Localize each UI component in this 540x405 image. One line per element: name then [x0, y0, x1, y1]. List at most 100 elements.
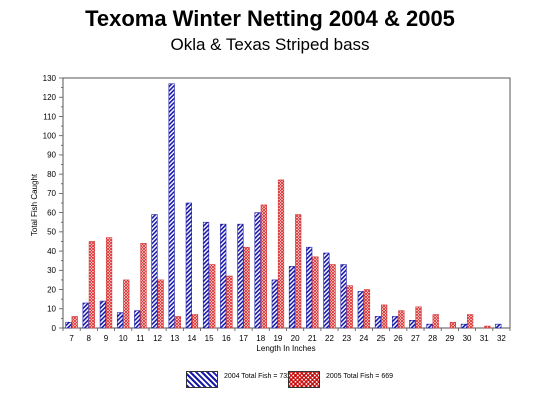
bar-2005-20 [295, 214, 302, 329]
bar-2004-28 [426, 323, 433, 329]
bar-2005-11 [140, 243, 147, 329]
x-tick-label: 25 [377, 334, 386, 343]
y-tick-label: 10 [47, 305, 56, 314]
bar-2004-30 [460, 323, 468, 329]
bar-2005-18 [260, 204, 267, 329]
bar-2005-26 [398, 310, 405, 329]
y-tick-label: 20 [47, 285, 56, 294]
bar-2004-27 [409, 320, 416, 329]
bar-2004-18 [254, 212, 261, 329]
bar-2005-7 [71, 316, 78, 329]
x-tick-label: 8 [87, 334, 92, 343]
y-tick-label: 60 [47, 208, 56, 217]
x-tick-label: 15 [205, 334, 214, 343]
y-tick-label: 30 [47, 266, 56, 275]
bar-2004-10 [116, 312, 124, 329]
x-tick-label: 27 [411, 334, 420, 343]
bar-2004-20 [288, 266, 296, 329]
bar-2004-8 [82, 302, 89, 329]
y-tick-label: 80 [47, 170, 56, 179]
bar-2005-12 [157, 279, 164, 329]
legend-swatch-2005 [288, 371, 320, 388]
x-tick-label: 12 [153, 334, 162, 343]
bar-2005-17 [243, 246, 250, 329]
bar-2004-15 [202, 221, 210, 329]
bar-2005-15 [209, 264, 216, 329]
bar-2004-9 [99, 300, 106, 329]
legend-swatch-2004 [186, 371, 218, 388]
bar-2005-14 [191, 314, 199, 329]
x-tick-label: 22 [325, 334, 334, 343]
bar-2005-16 [226, 275, 233, 329]
bar-2004-16 [220, 223, 227, 329]
y-tick-label: 110 [43, 112, 56, 121]
bar-2004-24 [357, 291, 364, 329]
y-tick-label: 50 [47, 228, 56, 237]
bar-2005-21 [312, 256, 319, 329]
bar-2004-12 [151, 214, 158, 329]
bar-2005-27 [415, 306, 422, 329]
bar-2005-13 [174, 316, 181, 329]
bar-2005-22 [329, 264, 336, 329]
y-tick-label: 70 [47, 189, 56, 198]
x-tick-label: 13 [170, 334, 179, 343]
bar-2004-25 [374, 316, 382, 329]
y-tick-label: 0 [52, 324, 57, 333]
y-tick-label: 100 [43, 131, 57, 140]
bar-2005-23 [346, 285, 353, 329]
chart-area: 0 10 20 30 40 50 60 70 80 90 100 110 120 130 7 8 9 10 11 12… [30, 74, 511, 353]
legend-label-2004: 2004 Total Fish = 732 [224, 373, 292, 380]
bar-2004-21 [306, 246, 313, 329]
bar-2004-32 [495, 323, 502, 329]
plot-frame [62, 77, 511, 329]
chart-subtitle: Okla & Texas Striped bass [170, 35, 370, 54]
bar-2004-22 [323, 252, 330, 329]
bar-2005-29 [449, 321, 457, 329]
bar-2005-10 [123, 279, 130, 329]
bar-2004-13 [168, 83, 175, 329]
bar-2005-8 [88, 241, 95, 329]
bar-2004-7 [65, 321, 72, 329]
y-tick-label: 40 [47, 247, 56, 256]
x-tick-label: 29 [445, 334, 454, 343]
bar-2004-19 [271, 279, 278, 329]
x-tick-label: 7 [69, 334, 74, 343]
x-tick-label: 17 [239, 334, 248, 343]
bar-2004-14 [185, 202, 192, 329]
y-tick-label: 120 [43, 93, 57, 102]
x-tick-label: 23 [342, 334, 351, 343]
x-tick-label: 11 [136, 334, 145, 343]
bar-2005-19 [277, 179, 285, 329]
x-tick-label: 30 [463, 334, 472, 343]
x-tick-label: 14 [187, 334, 196, 343]
legend: 2004 Total Fish = 732 2005 Total Fish = … [0, 370, 540, 390]
bar-2005-24 [363, 289, 371, 329]
x-tick-label: 28 [428, 334, 437, 343]
x-tick-label: 24 [359, 334, 368, 343]
y-tick-label: 130 [43, 74, 57, 83]
y-axis-label: Total Fish Caught [30, 173, 39, 236]
x-tick-label: 10 [119, 334, 128, 343]
x-tick-label: 32 [497, 334, 506, 343]
legend-label-2005: 2005 Total Fish = 669 [326, 373, 394, 380]
bar-2005-28 [432, 314, 439, 329]
x-tick-label: 18 [256, 334, 265, 343]
x-tick-label: 26 [394, 334, 403, 343]
x-tick-label: 20 [291, 334, 300, 343]
x-tick-label: 19 [273, 334, 282, 343]
x-tick-label: 31 [480, 334, 489, 343]
x-tick-label: 16 [222, 334, 231, 343]
x-axis-label: Length In Inches [256, 344, 315, 353]
bar-2005-9 [105, 237, 113, 329]
bar-2004-23 [340, 264, 347, 329]
bar-2005-25 [381, 304, 388, 329]
bar-2004-26 [392, 316, 399, 329]
bar-2004-17 [237, 223, 244, 329]
bar-2005-31 [484, 325, 491, 329]
x-tick-label: 21 [308, 334, 317, 343]
x-tick-label: 9 [104, 334, 109, 343]
chart-title: Texoma Winter Netting 2004 & 2005 [85, 6, 455, 31]
y-tick-label: 90 [47, 151, 56, 160]
bar-2004-11 [134, 310, 141, 329]
bar-2005-30 [467, 314, 474, 329]
